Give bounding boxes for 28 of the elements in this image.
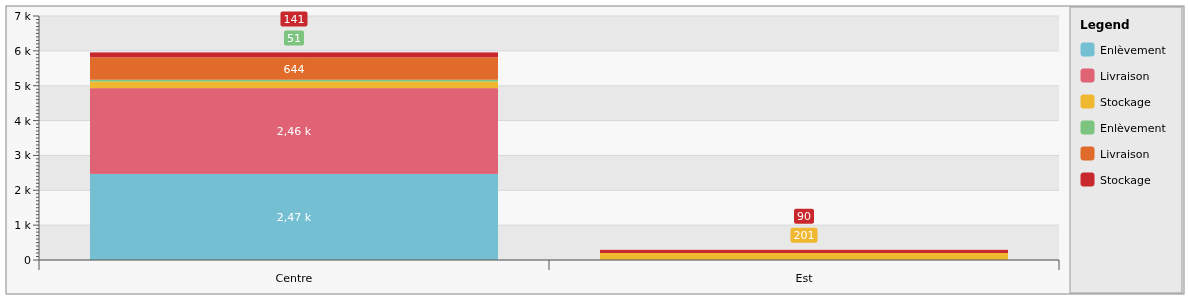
bar <box>90 52 498 58</box>
legend-label: Stockage <box>1100 174 1151 187</box>
y-tick-label: 1 k <box>14 219 32 233</box>
y-tick-label: 0 <box>24 254 31 267</box>
x-tick-label: Est <box>795 272 814 285</box>
y-tick-label: 4 k <box>14 114 32 128</box>
legend-label: Enlèvement <box>1100 44 1167 57</box>
data-label: 2,47 k <box>276 210 312 224</box>
bar <box>600 249 1008 253</box>
legend-label: Enlèvement <box>1100 122 1167 135</box>
legend-label: Livraison <box>1100 70 1150 83</box>
data-label: 644 <box>283 62 305 76</box>
legend-label: Livraison <box>1100 148 1150 161</box>
data-label: 90 <box>797 210 811 224</box>
x-tick-label: Centre <box>275 272 313 285</box>
y-tick-label: 6 k <box>14 44 32 58</box>
data-label: 51 <box>287 31 301 45</box>
bar <box>90 57 498 80</box>
data-label: 201 <box>793 229 815 243</box>
data-label: 2,46 k <box>276 125 312 139</box>
y-tick-label: 3 k <box>14 149 32 163</box>
bar <box>90 81 498 89</box>
y-tick-label: 5 k <box>14 79 32 93</box>
y-tick-label: 2 k <box>14 184 32 198</box>
y-tick-label: 7 k <box>14 10 32 23</box>
legend-label: Stockage <box>1100 96 1151 109</box>
legend-title: Legend <box>1080 18 1130 32</box>
data-label: 141 <box>283 12 305 26</box>
